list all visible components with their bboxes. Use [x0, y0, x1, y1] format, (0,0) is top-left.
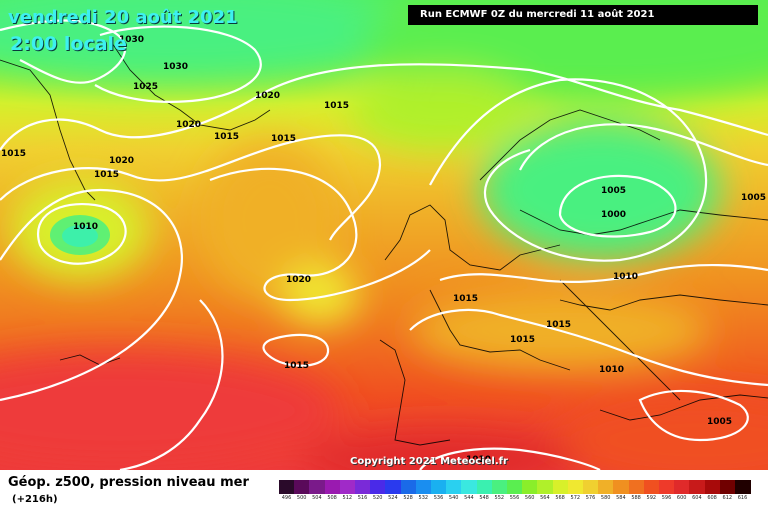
scale-swatch [689, 480, 706, 494]
scale-tick-label: 536 [433, 495, 444, 501]
color-scale: 496 500 504 508 512 516 520 524 528 532 536 540 544 5… [279, 480, 759, 506]
scale-swatch [446, 480, 462, 494]
scale-tick-label: 560 [524, 495, 535, 501]
scale-tick-label: 572 [570, 495, 581, 501]
scale-tick-label: 592 [646, 495, 657, 501]
scale-tick-label: 616 [737, 495, 748, 501]
scale-swatch [613, 480, 630, 494]
scale-swatch [355, 480, 371, 494]
scale-swatch [735, 480, 751, 494]
isobar-label: 1020 [286, 275, 311, 285]
scale-swatch [719, 480, 736, 494]
scale-swatch [339, 480, 356, 494]
legend-subtitle: (+216h) [12, 494, 58, 505]
isobar-label: 1015 [271, 134, 296, 144]
scale-swatch [674, 480, 690, 494]
scale-tick-label: 500 [296, 495, 307, 501]
scale-tick-label: 528 [403, 495, 413, 501]
scale-swatch [415, 480, 432, 494]
scale-tick-label: 564 [540, 495, 550, 501]
scale-tick-label: 584 [616, 495, 626, 501]
isobar-label: 1010 [73, 222, 98, 232]
isobar-label: 1020 [109, 156, 134, 166]
scale-swatch [704, 480, 721, 494]
isobar-label: 1015 [510, 335, 535, 345]
isobar-label: 1010 [466, 455, 491, 465]
scale-tick-label: 520 [372, 495, 383, 501]
isobar-label: 1010 [599, 365, 624, 375]
scale-tick-label: 552 [494, 495, 505, 501]
scale-swatch [476, 480, 493, 494]
scale-swatch [324, 480, 341, 494]
scale-swatch [598, 480, 614, 494]
scale-swatch [583, 480, 599, 494]
scale-swatch [385, 480, 402, 494]
scale-swatch [400, 480, 417, 494]
scale-swatch [431, 480, 447, 494]
scale-tick-label: 532 [418, 495, 429, 501]
scale-tick-label: 540 [448, 495, 459, 501]
isobar-lines [0, 19, 768, 470]
isobar-label: 1005 [741, 193, 766, 203]
scale-swatch [370, 480, 386, 494]
isobar-label: 1015 [94, 170, 119, 180]
scale-tick-label: 580 [600, 495, 611, 501]
scale-swatch [552, 480, 569, 494]
scale-swatch [522, 480, 538, 494]
scale-swatch [659, 480, 675, 494]
scale-tick-label: 524 [388, 495, 398, 501]
legend-title: Géop. z500, pression niveau mer [8, 475, 249, 490]
isobar-labels: 1030 1030 1025 1020 1015 1020 1015 1015 1015 1020… [1, 35, 766, 465]
scale-tick-label: 588 [631, 495, 641, 501]
isobar-label: 1005 [601, 186, 626, 196]
scale-tick-label: 576 [585, 495, 596, 501]
scale-tick-label: 608 [707, 495, 717, 501]
scale-swatch [628, 480, 645, 494]
scale-swatch [461, 480, 478, 494]
scale-swatch [537, 480, 554, 494]
isobar-label: 1010 [613, 272, 638, 282]
scale-tick-label: 612 [722, 495, 733, 501]
scale-swatch [491, 480, 508, 494]
isobar-label: 1015 [453, 294, 478, 304]
legend-footer: Géop. z500, pression niveau mer (+216h) … [0, 470, 768, 512]
isobar-label: 1015 [214, 132, 239, 142]
scale-swatch [279, 480, 295, 494]
scale-swatch [507, 480, 523, 494]
scale-tick-label: 544 [464, 495, 474, 501]
isobar-label: 1020 [255, 91, 280, 101]
scale-tick-label: 496 [281, 495, 292, 501]
isobar-label: 1025 [133, 82, 158, 92]
scale-swatch [309, 480, 326, 494]
geopotential-field: 1030 1030 1025 1020 1015 1020 1015 1015 1015 1020… [0, 0, 768, 470]
isobar-label: 1015 [1, 149, 26, 159]
isobar-label: 1020 [176, 120, 201, 130]
scale-swatch [567, 480, 584, 494]
scale-tick-label: 568 [555, 495, 565, 501]
scale-tick-label: 604 [692, 495, 702, 501]
scale-tick-label: 596 [661, 495, 672, 501]
scale-swatch [643, 480, 660, 494]
isobar-label: 1030 [119, 35, 144, 45]
scale-tick-label: 600 [676, 495, 687, 501]
isobar-label: 1005 [707, 417, 732, 427]
isobar-label: 1015 [284, 361, 309, 371]
scale-tick-label: 556 [509, 495, 520, 501]
scale-tick-label: 512 [342, 495, 353, 501]
isobar-label: 1015 [546, 320, 571, 330]
forecast-time: 2:00 locale [10, 33, 127, 55]
scale-tick-label: 548 [479, 495, 489, 501]
isobar-label: 1030 [163, 62, 188, 72]
isobar-label: 1015 [324, 101, 349, 111]
forecast-date: vendredi 20 août 2021 [8, 7, 238, 28]
scale-tick-label: 504 [312, 495, 322, 501]
scale-swatch [294, 480, 310, 494]
model-run-label: Run ECMWF 0Z du mercredi 11 août 2021 [408, 5, 758, 25]
copyright-text: Copyright 2021 Meteociel.fr [350, 456, 508, 467]
isobar-label: 1000 [601, 210, 626, 220]
forecast-map: 1030 1030 1025 1020 1015 1020 1015 1015 1015 1020… [0, 0, 768, 470]
scale-tick-label: 508 [327, 495, 337, 501]
scale-tick-label: 516 [357, 495, 368, 501]
